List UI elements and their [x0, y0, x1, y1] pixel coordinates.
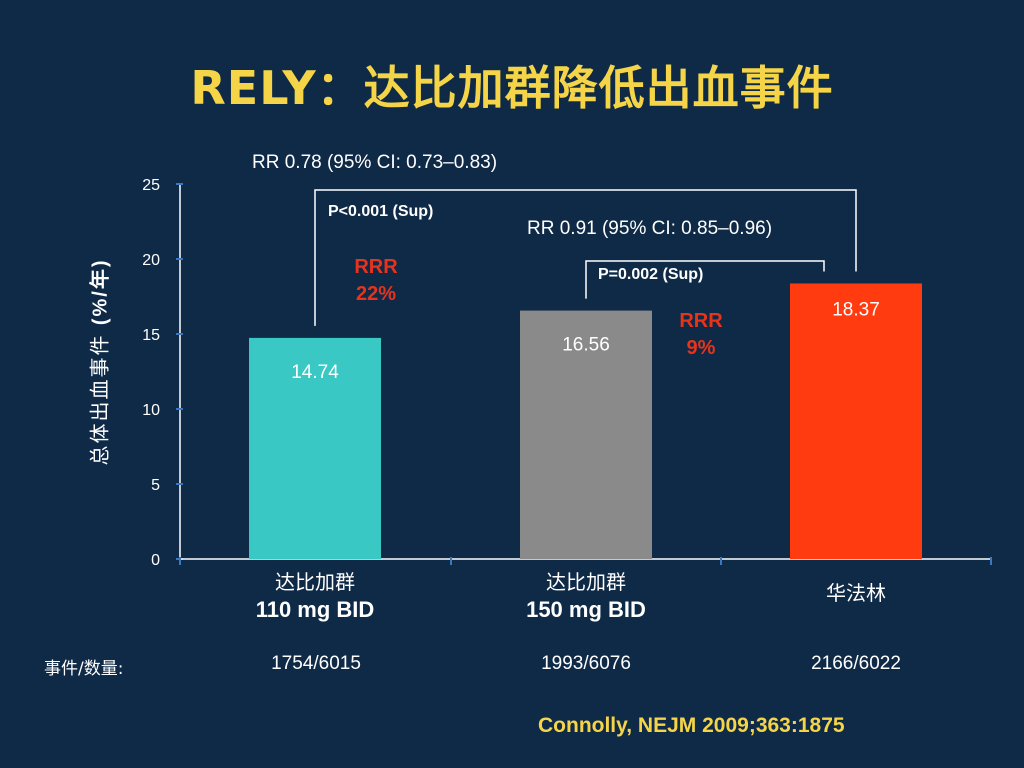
- rrr-110: RRR 22%: [340, 254, 412, 308]
- category-name: 达比加群: [275, 570, 355, 594]
- y-axis-label-text: 总体出血事件: [87, 333, 112, 466]
- y-tick-label: 10: [142, 402, 160, 419]
- y-tick-label: 5: [151, 477, 160, 494]
- rrr-label-110: RRR: [354, 256, 398, 278]
- y-tick-label: 25: [142, 177, 160, 194]
- p-value-150: P=0.002 (Sup): [598, 266, 704, 283]
- category-label-dabigatran-150: 达比加群 150 mg BID: [476, 568, 696, 624]
- rr-label-150: RR 0.91 (95% CI: 0.85–0.96): [527, 218, 773, 239]
- category-name: 华法林: [826, 581, 886, 605]
- rrr-value-150: 9%: [686, 337, 716, 359]
- category-label-dabigatran-110: 达比加群 110 mg BID: [205, 568, 425, 624]
- slide-title: RELY：达比加群降低出血事件: [190, 61, 834, 115]
- y-tick-label: 20: [142, 252, 160, 269]
- events-value-warfarin: 2166/6022: [811, 653, 901, 674]
- y-tick-label: 15: [142, 327, 160, 344]
- rrr-150: RRR 9%: [665, 308, 737, 362]
- citation: Connolly, NEJM 2009;363:1875: [538, 714, 845, 737]
- bracket-150-vs-warfarin: [585, 260, 825, 299]
- category-dose: 150 mg BID: [526, 597, 646, 622]
- bar-value-label-2: 18.37: [832, 299, 880, 320]
- events-value-110: 1754/6015: [271, 653, 361, 674]
- y-tick-label: 0: [151, 552, 160, 569]
- category-dose: 110 mg BID: [255, 597, 375, 622]
- rrr-value-110: 22%: [355, 283, 397, 305]
- events-header: 事件/数量:: [44, 659, 124, 679]
- rr-label-110: RR 0.78 (95% CI: 0.73–0.83): [252, 152, 498, 173]
- category-name: 达比加群: [546, 570, 626, 594]
- events-value-150: 1993/6076: [541, 653, 631, 674]
- bracket-110-vs-warfarin: [314, 189, 857, 326]
- bar-value-label-0: 14.74: [291, 362, 339, 383]
- category-label-warfarin: 华法林: [746, 579, 966, 607]
- bar-0: [249, 337, 381, 559]
- rrr-label-150: RRR: [679, 310, 723, 332]
- bar-value-label-1: 16.56: [562, 335, 610, 356]
- y-axis-label: 总体出血事件 (%/年): [84, 258, 113, 465]
- bar-1: [520, 310, 652, 559]
- bar-2: [790, 283, 922, 559]
- y-axis-label-unit: (%/年): [89, 258, 112, 326]
- p-value-110: P<0.001 (Sup): [328, 203, 434, 220]
